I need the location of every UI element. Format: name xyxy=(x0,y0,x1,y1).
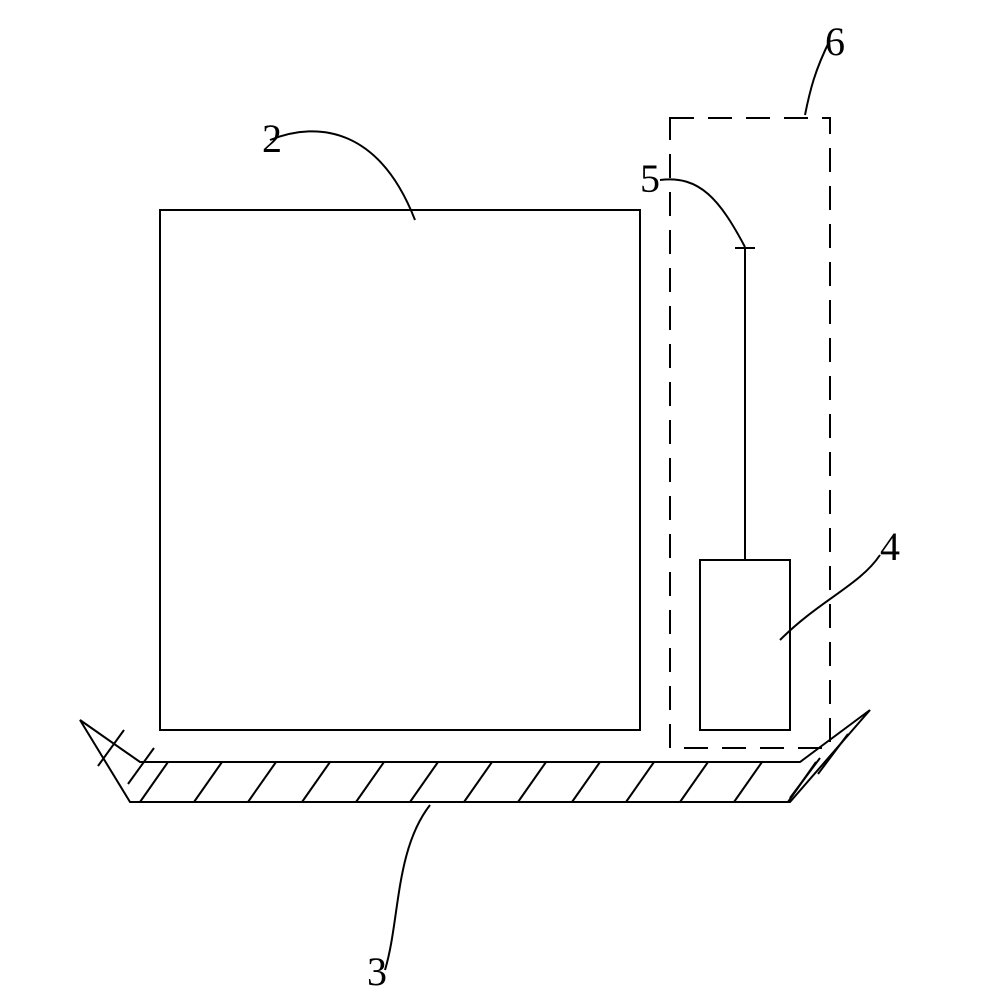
hatch-line xyxy=(626,762,654,802)
hatch-line xyxy=(818,734,848,774)
hatch-line xyxy=(680,762,708,802)
part-2-box xyxy=(160,210,640,730)
label-2: 2 xyxy=(262,116,282,161)
leader-5 xyxy=(660,179,745,247)
hatch-line xyxy=(518,762,546,802)
label-5: 5 xyxy=(640,156,660,201)
base-tray xyxy=(80,710,870,802)
hatch-line xyxy=(790,758,820,798)
part-6-dashed-enclosure xyxy=(670,118,830,748)
label-4: 4 xyxy=(880,524,900,569)
part-4-block xyxy=(700,560,790,730)
hatch-line xyxy=(464,762,492,802)
hatch-line xyxy=(128,748,154,784)
label-3: 3 xyxy=(367,949,387,994)
hatch-line xyxy=(356,762,384,802)
hatch-line xyxy=(248,762,276,802)
label-6: 6 xyxy=(825,19,845,64)
hatch-line xyxy=(194,762,222,802)
hatch-line xyxy=(572,762,600,802)
hatch-line xyxy=(734,762,762,802)
hatch-line xyxy=(302,762,330,802)
hatch-line xyxy=(140,762,168,802)
hatch-line xyxy=(410,762,438,802)
leader-2 xyxy=(270,131,415,220)
leader-3 xyxy=(385,805,430,970)
